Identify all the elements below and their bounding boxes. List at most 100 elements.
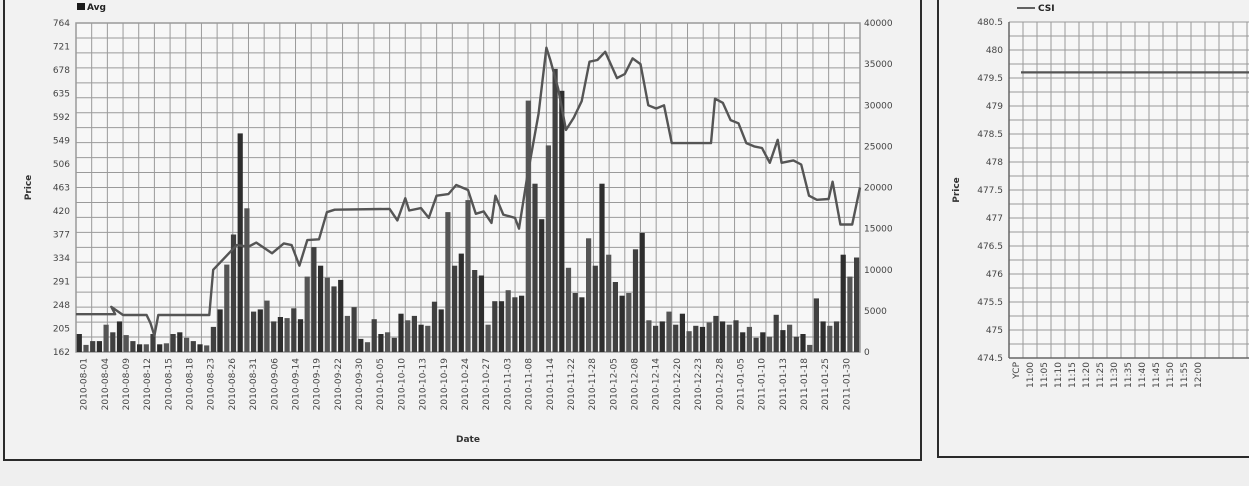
avg-bar xyxy=(398,313,404,352)
avg-bar xyxy=(217,309,223,352)
x-tick-label: 2010-10-24 xyxy=(461,358,471,411)
legend-label: Avg xyxy=(87,3,106,13)
x-tick-label: 2010-12-23 xyxy=(694,358,704,410)
y-axis-label: Price xyxy=(952,177,962,203)
avg-bar xyxy=(699,326,706,352)
x-tick-label: 2010-12-05 xyxy=(609,358,619,410)
legend-label: CSI xyxy=(1038,4,1055,14)
y2-tick-label: 0 xyxy=(864,348,870,358)
avg-bar xyxy=(210,326,216,352)
x-tick-label: 2010-08-12 xyxy=(143,358,153,410)
avg-bar xyxy=(632,249,639,352)
avg-bar xyxy=(478,275,484,352)
avg-bar xyxy=(726,324,732,352)
y-tick-label: 479.5 xyxy=(977,74,1003,84)
avg-bar xyxy=(706,322,712,352)
y-tick-label: 635 xyxy=(53,90,70,100)
x-tick-label: 2010-09-06 xyxy=(270,358,280,411)
y-tick-label: 420 xyxy=(53,207,70,217)
avg-bar xyxy=(545,145,551,352)
y-tick-label: 478 xyxy=(986,158,1003,168)
avg-bar xyxy=(746,326,752,352)
x-tick-label: 2010-09-30 xyxy=(355,358,365,411)
avg-bar xyxy=(324,277,330,352)
avg-bar xyxy=(110,332,116,352)
avg-bar xyxy=(425,325,431,352)
y-tick-label: 506 xyxy=(53,160,70,170)
avg-bar xyxy=(673,324,679,352)
avg-bar xyxy=(264,300,270,352)
avg-bar xyxy=(800,334,806,352)
avg-bar xyxy=(606,254,612,352)
avg-bar xyxy=(116,321,123,352)
avg-bar xyxy=(90,341,96,352)
avg-bar xyxy=(653,325,659,352)
y-tick-label: 463 xyxy=(53,184,70,194)
x-tick-label: 2010-11-28 xyxy=(588,358,598,411)
avg-bar xyxy=(244,208,250,352)
avg-price-chart: 162 205 248 291 334 377 420 463 506 549 592 635 678 7… xyxy=(24,3,893,445)
avg-bar xyxy=(76,334,82,352)
y-tick-label: 764 xyxy=(53,19,70,29)
x-tick-label: 2010-11-14 xyxy=(546,358,556,411)
x-tick-label: 2010-10-05 xyxy=(376,358,386,410)
x-tick-label: 11:20 xyxy=(1082,362,1092,388)
y-tick-label: 476 xyxy=(986,270,1003,280)
avg-bar xyxy=(130,341,136,352)
avg-bar xyxy=(338,279,344,352)
x-tick-label: 2011-01-25 xyxy=(821,358,831,410)
avg-bar xyxy=(599,183,605,352)
x-tick-label: 2011-01-30 xyxy=(842,358,852,411)
avg-bar xyxy=(833,321,840,352)
avg-bar xyxy=(639,232,645,352)
y2-tick-label: 25000 xyxy=(864,142,893,152)
x-tick-label: 11:45 xyxy=(1152,362,1162,388)
avg-bar xyxy=(123,335,129,352)
avg-bar xyxy=(438,309,444,352)
avg-bar xyxy=(103,324,109,352)
avg-bar xyxy=(686,331,692,352)
avg-bar xyxy=(291,308,297,352)
avg-bar xyxy=(237,133,243,352)
x-tick-label: 11:50 xyxy=(1166,362,1176,388)
y2-tick-label: 30000 xyxy=(864,101,893,111)
y2-tick-label: 10000 xyxy=(864,266,893,276)
avg-bar xyxy=(720,321,726,352)
x-tick-label: 11:15 xyxy=(1068,362,1078,388)
avg-bar xyxy=(586,238,592,352)
avg-bar xyxy=(793,336,799,352)
legend-swatch xyxy=(77,3,85,10)
avg-bar xyxy=(452,265,458,352)
y-tick-label: 475 xyxy=(986,326,1003,336)
avg-bar xyxy=(498,301,505,352)
x-tick-label: 12:00 xyxy=(1194,362,1204,388)
y2-tick-label: 20000 xyxy=(864,184,893,194)
x-tick-label: 2010-08-31 xyxy=(249,358,259,410)
avg-bar xyxy=(807,344,813,352)
x-tick-label: 2010-08-15 xyxy=(164,358,174,410)
avg-bar xyxy=(177,332,183,352)
x-tick-label: 2011-01-05 xyxy=(737,358,747,410)
avg-bar xyxy=(184,337,190,352)
avg-bar xyxy=(713,315,719,352)
x-tick-label: 2010-08-26 xyxy=(228,358,238,411)
avg-bar xyxy=(83,344,89,352)
y-tick-label: 291 xyxy=(53,278,70,288)
y-tick-label: 477 xyxy=(986,214,1003,224)
avg-bar xyxy=(612,282,618,352)
avg-bar xyxy=(679,313,685,352)
avg-bar xyxy=(371,319,377,352)
avg-bar xyxy=(760,332,766,352)
avg-bar xyxy=(271,321,277,352)
avg-bar xyxy=(297,319,304,352)
x-tick-label: 2011-01-18 xyxy=(800,358,810,411)
avg-bar xyxy=(753,337,759,352)
avg-bar xyxy=(143,344,149,352)
y-tick-label: 592 xyxy=(53,113,70,123)
y-tick-label: 479 xyxy=(986,102,1003,112)
avg-bar xyxy=(472,270,478,352)
x-tick-label: 2010-08-04 xyxy=(101,358,111,411)
avg-bar xyxy=(559,90,565,353)
avg-bar xyxy=(224,264,230,352)
x-tick-label: 2010-12-20 xyxy=(673,358,683,411)
